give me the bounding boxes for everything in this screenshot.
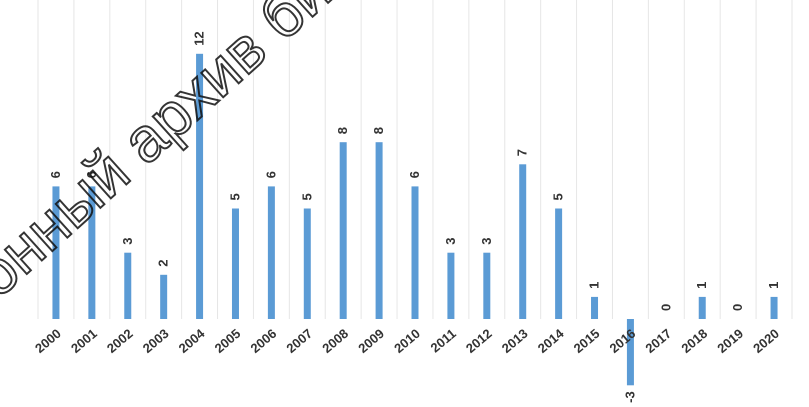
data-label-2016: -3 [622, 391, 637, 403]
data-label-2018: 1 [694, 282, 709, 289]
bar-2000 [52, 186, 60, 319]
bar-2016 [626, 319, 634, 386]
x-tick-label-2020: 2020 [750, 326, 782, 356]
bar-2004 [196, 53, 204, 320]
data-label-2001: 6 [84, 171, 99, 178]
bar-2010 [411, 186, 419, 319]
x-tick-label-2008: 2008 [319, 326, 351, 356]
data-label-2015: 1 [587, 282, 602, 289]
x-tick-label-2019: 2019 [714, 326, 746, 356]
data-label-2002: 3 [120, 237, 135, 244]
data-label-2020: 1 [766, 282, 781, 289]
bar-2006 [267, 186, 275, 319]
data-label-2005: 5 [227, 193, 242, 200]
data-label-2008: 8 [335, 127, 350, 134]
x-tick-label-2010: 2010 [391, 326, 423, 356]
x-tick-label-2005: 2005 [212, 326, 244, 356]
x-tick-label-2003: 2003 [140, 326, 172, 356]
bar-2001 [88, 186, 96, 319]
bar-2015 [591, 296, 599, 319]
bar-2012 [483, 252, 491, 319]
x-tick-label-2004: 2004 [176, 325, 208, 356]
data-label-2009: 8 [371, 127, 386, 134]
data-label-2003: 2 [156, 260, 171, 267]
data-label-2006: 6 [263, 171, 278, 178]
bar-2008 [339, 142, 347, 319]
x-tick-label-2001: 2001 [68, 326, 100, 356]
bar-2011 [447, 252, 455, 319]
bar-2014 [555, 208, 563, 319]
x-tick-label-2011: 2011 [428, 326, 459, 356]
bar-2003 [160, 274, 168, 319]
data-label-2000: 6 [48, 171, 63, 178]
bar-2020 [770, 296, 778, 319]
x-tick-label-2018: 2018 [678, 326, 710, 356]
data-label-2013: 7 [515, 149, 530, 156]
data-label-2007: 5 [299, 193, 314, 200]
x-tick-label-2015: 2015 [571, 326, 603, 356]
bar-2013 [519, 164, 527, 319]
bar-2018 [698, 296, 706, 319]
x-tick-label-2013: 2013 [499, 326, 531, 356]
bar-2009 [375, 142, 383, 319]
data-label-2004: 12 [192, 31, 207, 45]
x-tick-label-2007: 2007 [283, 326, 315, 356]
data-label-2014: 5 [551, 193, 566, 200]
x-tick-label-2000: 2000 [32, 326, 64, 356]
bar-2007 [303, 208, 311, 319]
x-tick-label-2006: 2006 [248, 326, 280, 356]
bar-2002 [124, 252, 132, 319]
x-tick-label-2012: 2012 [463, 326, 495, 356]
x-tick-label-2002: 2002 [104, 326, 136, 356]
bar-2005 [231, 208, 239, 319]
x-tick-label-2014: 2014 [535, 325, 567, 356]
data-label-2010: 6 [407, 171, 422, 178]
x-tick-label-2009: 2009 [355, 326, 387, 356]
data-label-2011: 3 [443, 237, 458, 244]
data-label-2019: 0 [730, 304, 745, 311]
data-label-2017: 0 [658, 304, 673, 311]
data-label-2012: 3 [479, 237, 494, 244]
x-tick-label-2017: 2017 [642, 326, 674, 356]
